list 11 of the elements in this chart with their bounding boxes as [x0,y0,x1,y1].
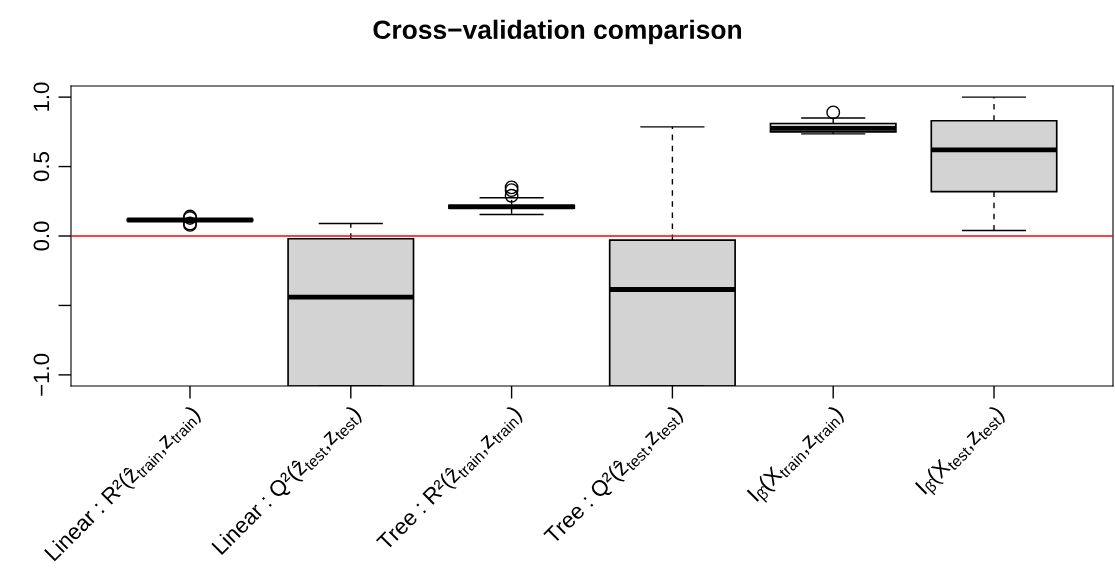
y-tick-label: 0.5 [33,152,50,182]
x-tick-label: Tree : Q²(ẑ$_{test}$,z$_{test}$) [542,404,686,548]
y-tick-label: −1.0 [33,353,50,396]
x-tick-label: Linear : R²(ẑ$_{train}$,z$_{train}$) [43,404,204,565]
x-tick-label: I$_{β̂}$(X$_{train}$,z$_{train}$) [746,404,849,507]
y-tick-label: 1.0 [33,82,50,111]
x-tick-label: I$_{β̂}$(X$_{test}$,z$_{test}$) [914,404,1010,500]
x-tick-label: Linear : Q²(ẑ$_{test}$,z$_{test}$) [210,404,365,559]
chart-title: Cross−validation comparison [373,19,742,45]
y-tick-label: 0.0 [33,221,50,251]
x-tick-label: Tree : R²(ẑ$_{train}$,z$_{train}$) [375,404,526,555]
